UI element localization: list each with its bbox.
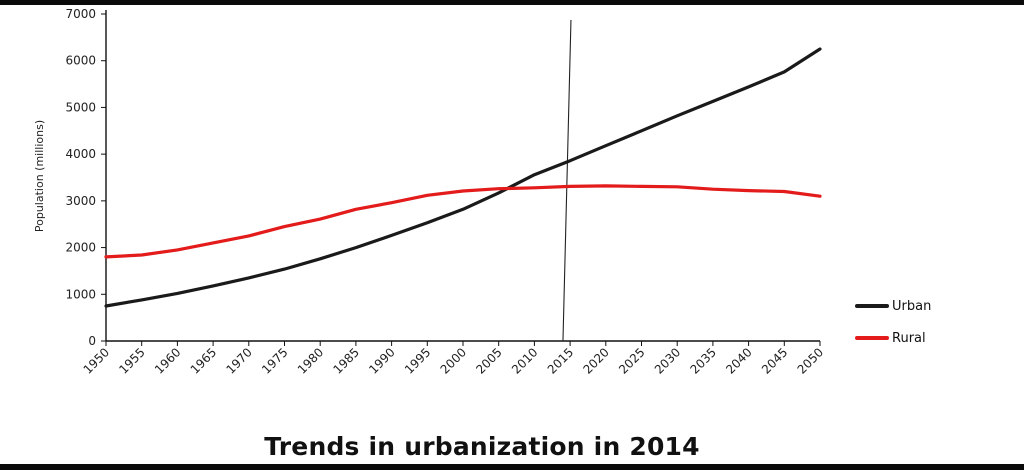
bottom-border xyxy=(0,464,1024,470)
y-tick-label: 2000 xyxy=(65,241,96,255)
y-tick-label: 5000 xyxy=(65,100,96,114)
y-tick-label: 4000 xyxy=(65,147,96,161)
top-border xyxy=(0,0,1024,5)
x-tick-label: 1975 xyxy=(259,345,290,376)
series-lines xyxy=(104,47,822,308)
legend-label-rural: Rural xyxy=(892,331,926,346)
y-tick-label: 1000 xyxy=(65,287,96,301)
x-tick-label: 1950 xyxy=(81,345,112,376)
x-tick-label: 1965 xyxy=(188,345,219,376)
x-tick-label: 2035 xyxy=(688,345,719,376)
x-tick-label: 1970 xyxy=(223,345,254,376)
x-tick-label: 2050 xyxy=(795,345,826,376)
x-tick-label: 1960 xyxy=(152,345,183,376)
y-axis-ticks: 0 1000 2000 3000 4000 5000 6000 7000 xyxy=(65,7,106,348)
x-tick-label: 2045 xyxy=(759,345,790,376)
y-tick-label: 7000 xyxy=(65,7,96,21)
x-tick-label: 2040 xyxy=(723,345,754,376)
chart-title: Trends in urbanization in 2014 xyxy=(264,432,700,461)
x-tick-label: 1955 xyxy=(116,345,147,376)
x-axis-ticks: 1950 1955 1960 1965 1970 1975 1980 1985 1990 1995… xyxy=(81,341,826,377)
x-tick-label: 2000 xyxy=(438,345,469,376)
legend-label-urban: Urban xyxy=(892,299,931,314)
x-tick-label: 1995 xyxy=(402,345,433,376)
x-tick-label: 2025 xyxy=(616,345,647,376)
y-tick-label: 3000 xyxy=(65,194,96,208)
series-line-rural xyxy=(104,184,822,259)
x-tick-label: 1985 xyxy=(331,345,362,376)
x-tick-label: 2005 xyxy=(473,345,504,376)
y-tick-label: 6000 xyxy=(65,54,96,68)
x-tick-label: 1980 xyxy=(295,345,326,376)
legend: Urban Rural xyxy=(855,299,931,346)
y-axis-title: Population (millions) xyxy=(33,120,46,232)
x-tick-label: 2015 xyxy=(545,345,576,376)
x-tick-label: 1990 xyxy=(366,345,397,376)
reference-line-2014 xyxy=(562,19,572,342)
series-line-urban xyxy=(104,47,822,308)
x-tick-label: 2010 xyxy=(509,345,540,376)
x-tick-label: 2030 xyxy=(652,345,683,376)
x-tick-label: 2020 xyxy=(580,345,611,376)
axes xyxy=(105,10,820,342)
y-tick-label: 0 xyxy=(88,334,96,348)
